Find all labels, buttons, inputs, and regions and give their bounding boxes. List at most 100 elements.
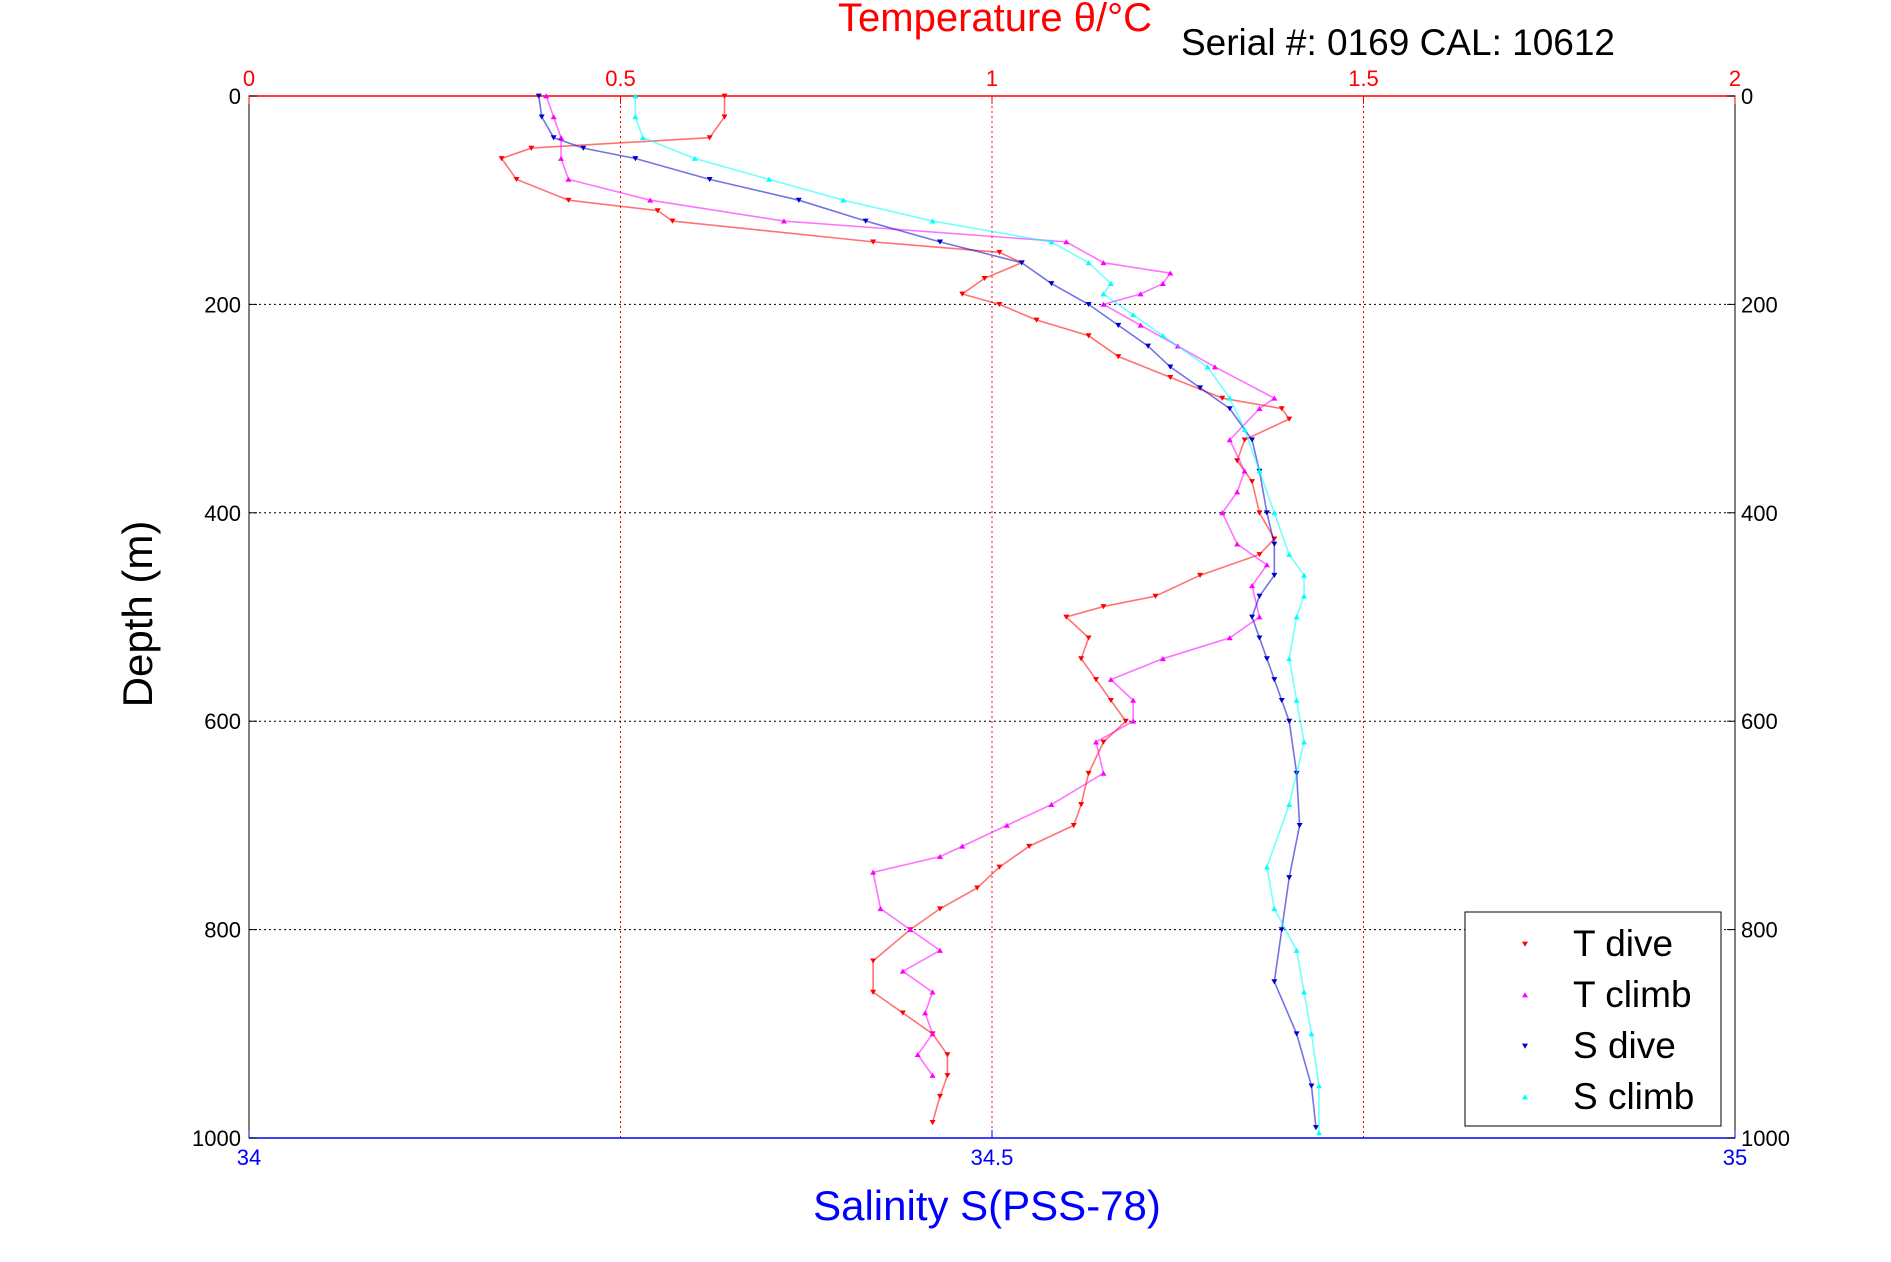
s-dive-point — [1263, 656, 1270, 662]
s-climb-point — [1256, 468, 1263, 474]
s-dive-point — [1226, 406, 1233, 412]
s-climb-point — [1301, 989, 1308, 995]
t-climb-point — [1137, 291, 1144, 297]
t-dive-point — [1100, 604, 1107, 610]
salinity-tick-label: 35 — [1723, 1145, 1747, 1170]
t-dive-point — [870, 958, 877, 964]
s-climb-point — [1204, 364, 1211, 370]
t-dive-point — [1249, 479, 1256, 485]
s-dive-point — [1308, 1083, 1315, 1089]
s-climb-point — [1130, 312, 1137, 318]
s-dive-point — [1271, 541, 1278, 547]
salinity-axis: 34 34.5 35 — [237, 1130, 1747, 1170]
t-dive-point — [929, 1119, 936, 1126]
series-s-dive — [535, 93, 1319, 1131]
s-dive-point — [1085, 302, 1092, 308]
t-dive-point — [1033, 317, 1040, 323]
s-dive-point — [1145, 343, 1152, 349]
t-climb-point — [780, 218, 787, 224]
s-dive-point — [1048, 281, 1055, 287]
legend-marker-s-dive — [1522, 1043, 1528, 1049]
t-dive-point — [513, 176, 520, 183]
s-climb-point — [1301, 739, 1308, 745]
grid-lines — [249, 96, 1735, 1138]
t-climb-point — [899, 968, 906, 974]
s-climb-point — [1301, 593, 1308, 599]
s-climb-point — [840, 197, 847, 203]
t-dive-point — [1278, 406, 1285, 412]
legend-label-s-dive: S dive — [1573, 1025, 1676, 1066]
t-climb-point — [870, 869, 877, 875]
t-dive-point — [1026, 843, 1033, 849]
s-climb-point — [1271, 510, 1278, 516]
s-climb-point — [632, 114, 639, 120]
s-climb-point — [766, 176, 773, 182]
t-climb-point — [1226, 635, 1233, 641]
s-dive-point — [1278, 697, 1285, 704]
t-dive-point — [974, 885, 981, 891]
t-climb-point — [1100, 260, 1107, 266]
legend-label-s-climb: S climb — [1573, 1076, 1694, 1117]
t-climb-point — [1263, 562, 1270, 568]
s-climb-point — [1159, 332, 1166, 339]
s-climb-point — [1263, 864, 1270, 870]
depth-tick-label-right: 400 — [1741, 501, 1778, 526]
s-dive-point — [1286, 875, 1293, 881]
t-dive-point — [1085, 770, 1092, 776]
t-climb-point — [1107, 676, 1114, 682]
t-climb-point — [1159, 655, 1166, 662]
s-dive-trace — [537, 95, 1317, 1128]
s-dive-point — [1278, 927, 1285, 933]
s-climb-point — [639, 134, 646, 141]
t-dive-point — [1093, 677, 1100, 683]
t-dive-point — [721, 93, 728, 99]
t-climb-point — [1048, 801, 1055, 807]
s-dive-point — [1256, 635, 1263, 641]
t-climb-point — [558, 155, 565, 161]
s-dive-point — [1271, 572, 1278, 579]
s-climb-point — [1048, 239, 1055, 245]
t-dive-point — [996, 864, 1003, 870]
chart-title: Temperature θ/°C — [838, 0, 1152, 40]
temperature-tick-label: 0.5 — [605, 66, 636, 91]
t-climb-point — [1249, 583, 1256, 589]
depth-tick-label-right: 1000 — [1741, 1126, 1790, 1151]
t-dive-point — [565, 197, 572, 203]
s-dive-point — [538, 114, 545, 120]
t-climb-point — [1234, 541, 1241, 547]
depth-tick-label: 400 — [204, 501, 241, 526]
t-dive-point — [870, 989, 877, 995]
t-climb-point — [1093, 739, 1100, 745]
s-dive-point — [1293, 1031, 1300, 1037]
temperature-tick-label: 0 — [243, 66, 255, 91]
t-climb-point — [1256, 614, 1263, 620]
s-dive-point — [1286, 718, 1293, 724]
s-dive-point — [936, 239, 943, 245]
t-dive-point — [1078, 802, 1085, 808]
t-dive-point — [1063, 614, 1070, 620]
salinity-tick-label: 34 — [237, 1145, 261, 1170]
t-dive-point — [870, 239, 877, 245]
s-dive-point — [1167, 364, 1174, 370]
t-dive-point — [654, 208, 661, 214]
depth-tick-label: 800 — [204, 918, 241, 943]
y-axis-label: Depth (m) — [114, 521, 161, 708]
s-climb-point — [1085, 260, 1092, 266]
depth-tick-label: 600 — [204, 709, 241, 734]
legend-marker-s-climb — [1522, 1094, 1528, 1100]
s-dive-point — [632, 156, 639, 162]
t-climb-point — [907, 926, 914, 932]
s-climb-point — [1241, 426, 1248, 432]
series-t-climb — [543, 93, 1278, 1078]
s-climb-point — [1293, 947, 1300, 953]
s-dive-point — [1197, 385, 1204, 391]
legend-box — [1464, 911, 1722, 1127]
depth-axis: 0 0 200 200 400 400 600 600 800 800 1000 1000 — [192, 84, 1790, 1151]
s-dive-point — [1115, 322, 1122, 328]
t-dive-point — [528, 145, 535, 151]
s-climb-point — [1315, 1083, 1322, 1089]
t-climb-point — [1219, 510, 1226, 516]
s-climb-point — [1107, 280, 1114, 286]
t-climb-point — [959, 843, 966, 849]
